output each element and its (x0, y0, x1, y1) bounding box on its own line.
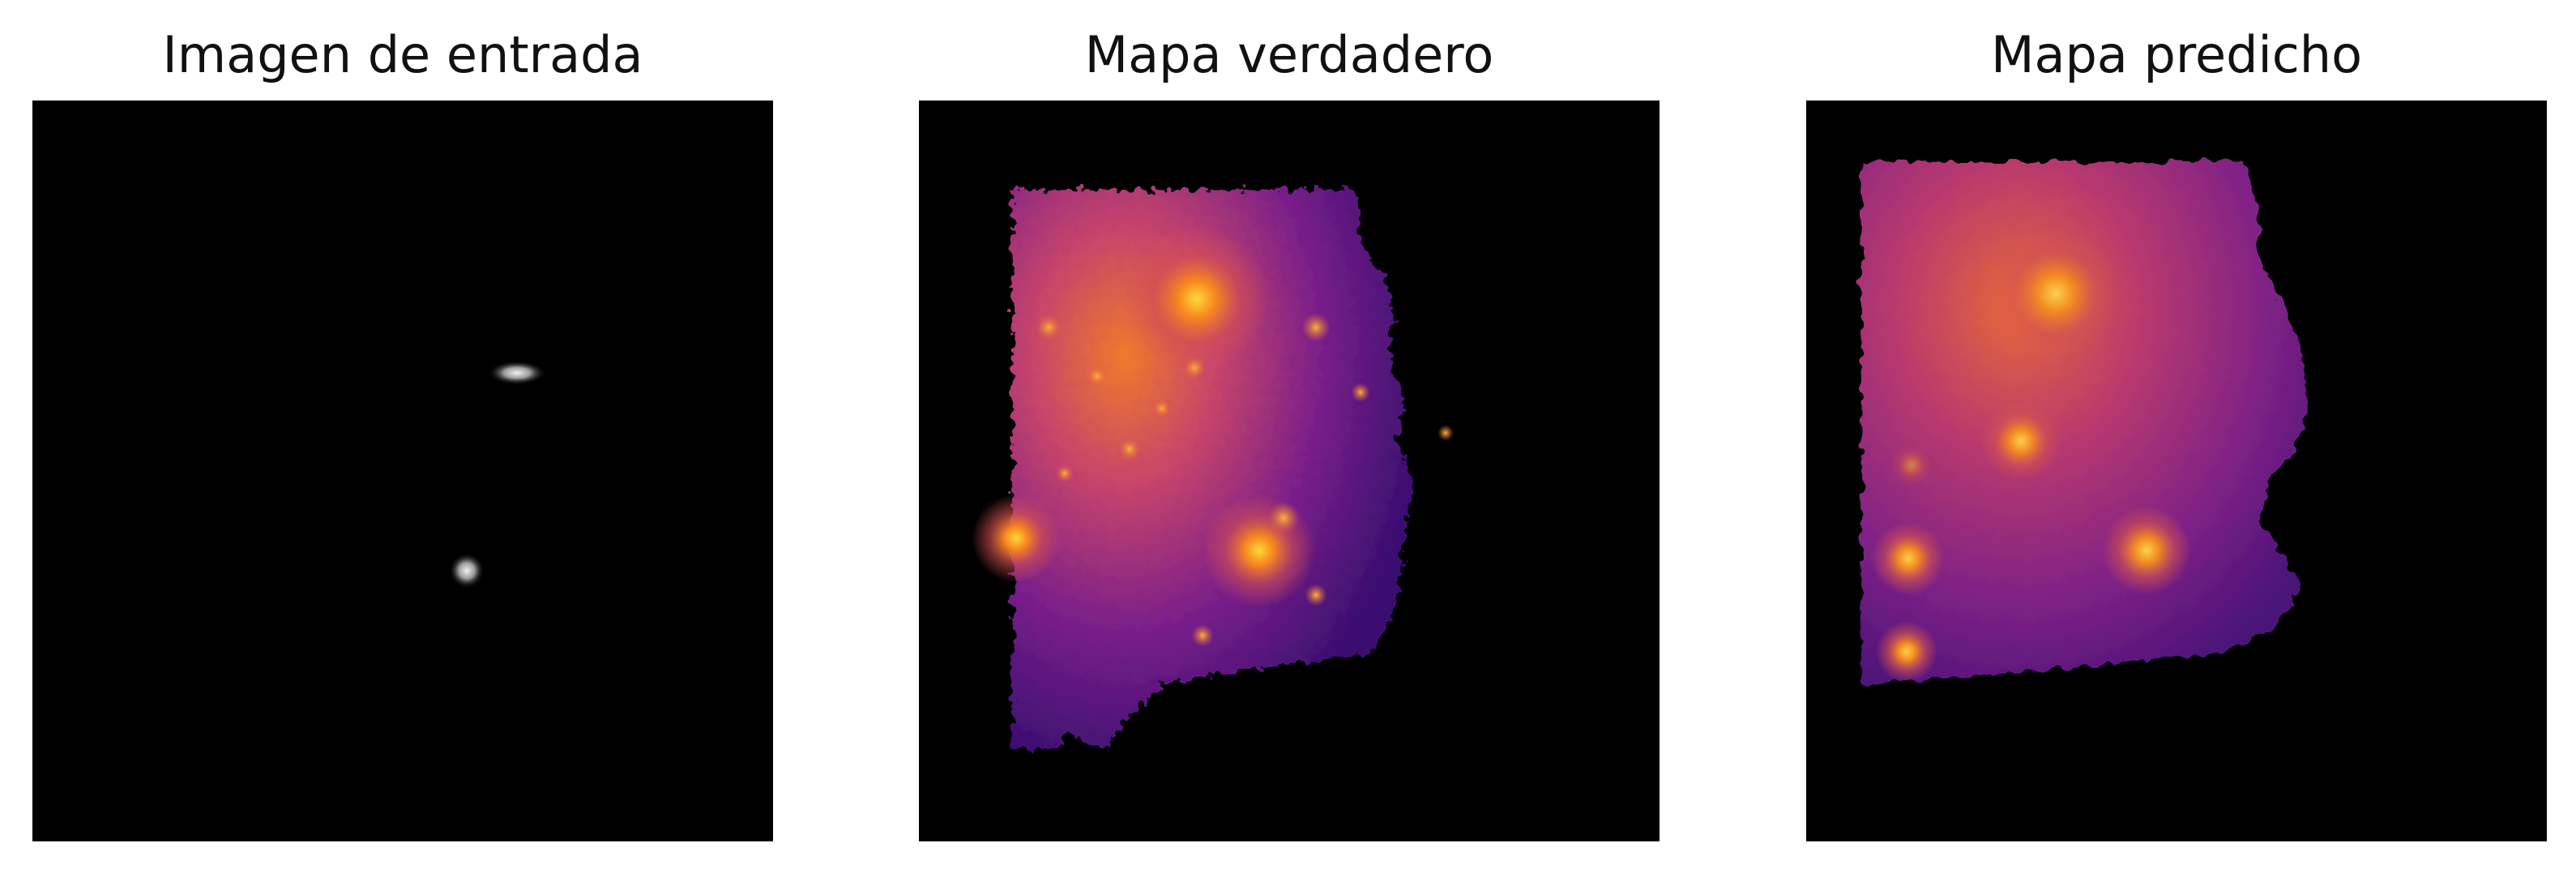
panel-title-input: Imagen de entrada (162, 25, 643, 84)
true-halo-small-5 (1183, 357, 1206, 379)
predicted-map-image (1806, 101, 2547, 841)
true-halo-small-10 (1056, 464, 1074, 482)
pred-halo-mid (1980, 400, 2061, 481)
true-halo-right (1203, 494, 1316, 607)
input-image (32, 101, 773, 841)
input-galaxy-upper (488, 361, 546, 385)
predicted-map-region (1861, 161, 2309, 684)
true-halo-small-3 (1036, 315, 1062, 340)
true-map-image (919, 101, 1660, 841)
panel-title-predicted: Mapa predicho (1990, 25, 2363, 84)
pred-halo-bottom-left (1876, 621, 1937, 683)
pred-halo-left (1872, 522, 1945, 595)
true-halo-small-2 (1301, 313, 1331, 342)
true-halo-small-4 (1118, 438, 1141, 460)
true-halo-left (972, 494, 1061, 583)
true-halo-small-1 (1267, 502, 1300, 534)
true-halo-small-7 (1305, 584, 1327, 606)
panel-title-true: Mapa verdadero (1084, 25, 1494, 84)
pred-halo-right (2102, 506, 2191, 595)
true-halo-small-9 (1153, 400, 1171, 417)
true-halo-small-6 (1087, 366, 1107, 386)
true-halo-small-11 (1351, 383, 1370, 402)
true-halo-small-12 (1438, 425, 1454, 441)
pred-halo-faint (1891, 445, 1932, 486)
input-galaxy-lower (449, 553, 485, 588)
true-halo-small-8 (1191, 624, 1214, 647)
true-halo-main (1124, 226, 1270, 372)
pred-halo-main (1991, 229, 2121, 358)
